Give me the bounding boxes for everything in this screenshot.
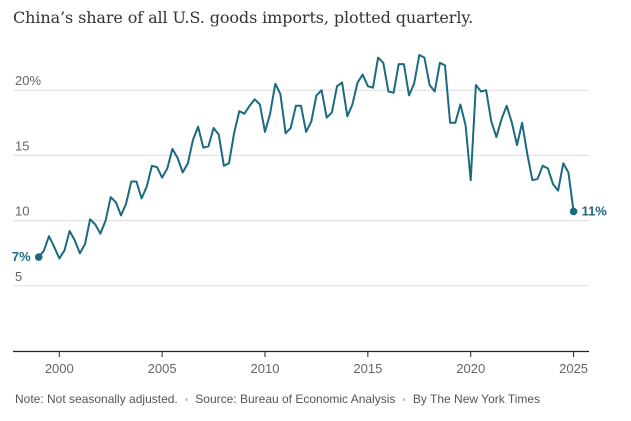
- footer-credit: By The New York Times: [412, 392, 541, 406]
- x-tick-label: 2000: [45, 361, 74, 376]
- start-value-label: 7%: [12, 249, 31, 264]
- start-point: [34, 253, 43, 261]
- y-tick-label: 5: [15, 269, 22, 284]
- footer-source: Source: Bureau of Economic Analysis: [195, 392, 396, 406]
- x-tick-label: 2005: [148, 361, 177, 376]
- chart-title: China’s share of all U.S. goods imports,…: [13, 8, 474, 27]
- x-axis: 2000 2005 2010 2015 2020 2025: [45, 351, 588, 376]
- footer-separator: •: [184, 395, 189, 406]
- x-tick-label: 2015: [353, 361, 382, 376]
- x-tick-label: 2010: [251, 361, 280, 376]
- y-tick-label: 10: [15, 204, 29, 219]
- y-tick-label: 15: [15, 138, 29, 153]
- footer-separator: •: [402, 395, 406, 406]
- chart-footer: Note: Not seasonally adjusted. • Source: B…: [15, 392, 540, 406]
- gridlines: [13, 89, 589, 287]
- y-tick-label: 20%: [15, 73, 41, 88]
- x-tick-label: 2025: [559, 361, 588, 376]
- end-point: [569, 207, 578, 216]
- series-line: [37, 54, 575, 260]
- end-value-label: 11%: [582, 203, 608, 218]
- footer-note: Note: Not seasonally adjusted.: [15, 392, 178, 406]
- x-tick-label: 2020: [456, 361, 485, 376]
- y-axis: 5 10 15 20%: [15, 73, 41, 284]
